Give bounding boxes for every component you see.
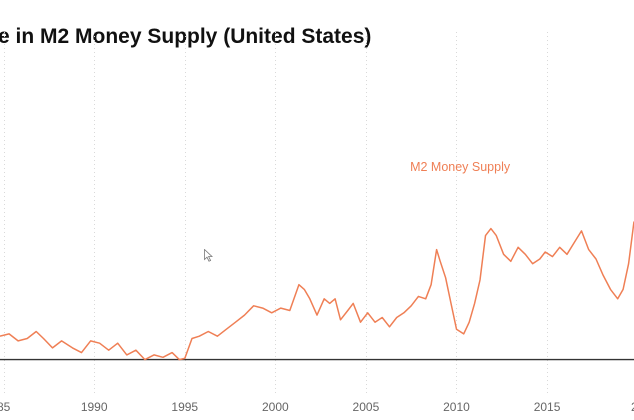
x-tick-label-20: 20 (631, 400, 634, 414)
x-tick-label-1990: 1990 (81, 400, 108, 414)
x-tick-label-2010: 2010 (443, 400, 470, 414)
x-tick-label-1995: 1995 (171, 400, 198, 414)
x-tick-label-2015: 2015 (534, 400, 561, 414)
mouse-cursor-icon (204, 249, 213, 262)
x-tick-label-2000: 2000 (262, 400, 289, 414)
series-line-m2-money-supply (0, 221, 634, 361)
series-label-m2-money-supply: M2 Money Supply (410, 160, 511, 174)
x-tick-label-85: 85 (0, 400, 11, 414)
x-tick-label-2005: 2005 (353, 400, 380, 414)
